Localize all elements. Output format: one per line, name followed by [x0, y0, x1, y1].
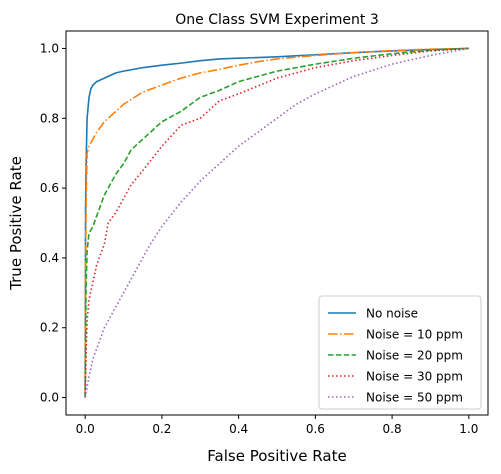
x-tick-label: 0.8 — [383, 422, 402, 436]
legend-label-5: Noise = 50 ppm — [366, 391, 463, 405]
legend: No noise Noise = 10 ppm Noise = 20 ppm Nois… — [318, 295, 482, 410]
legend-label-4: Noise = 30 ppm — [366, 370, 463, 384]
x-tick-label: 1.0 — [459, 422, 478, 436]
series-line-1 — [84, 47, 469, 398]
x-axis-ticks: 0.0 0.2 0.4 0.6 0.8 1.0 — [76, 415, 478, 436]
chart-title: One Class SVM Experiment 3 — [175, 12, 378, 28]
y-axis-ticks: 0.0 0.2 0.4 0.6 0.8 1.0 — [40, 41, 66, 405]
series-line-4 — [84, 47, 469, 398]
series-line-5 — [84, 47, 469, 398]
legend-label-2: Noise = 10 ppm — [366, 328, 463, 342]
legend-frame — [318, 295, 482, 410]
series-layer — [84, 47, 469, 398]
x-tick-label: 0.0 — [76, 422, 95, 436]
y-tick-label: 0.8 — [40, 111, 59, 125]
y-tick-label: 0.4 — [40, 251, 59, 265]
y-tick-label: 0.6 — [40, 181, 59, 195]
plot-area: 0.0 0.2 0.4 0.6 0.8 1.0 0.0 0.2 0.4 0.6 0.8 1.0 — [40, 30, 489, 436]
x-tick-label: 0.4 — [229, 422, 248, 436]
x-axis-label: False Positive Rate — [207, 447, 346, 465]
y-tick-label: 0.0 — [40, 391, 59, 405]
x-tick-label: 0.2 — [152, 422, 171, 436]
legend-label-1: No noise — [366, 307, 418, 321]
y-axis-label: True Positive Rate — [7, 156, 25, 291]
x-tick-label: 0.6 — [306, 422, 325, 436]
series-line-3 — [84, 47, 469, 398]
plot-frame — [65, 30, 489, 416]
legend-items: No noise Noise = 10 ppm Noise = 20 ppm Nois… — [328, 307, 463, 405]
y-tick-label: 0.2 — [40, 321, 59, 335]
legend-label-3: Noise = 20 ppm — [366, 349, 463, 363]
y-tick-label: 1.0 — [40, 41, 59, 55]
